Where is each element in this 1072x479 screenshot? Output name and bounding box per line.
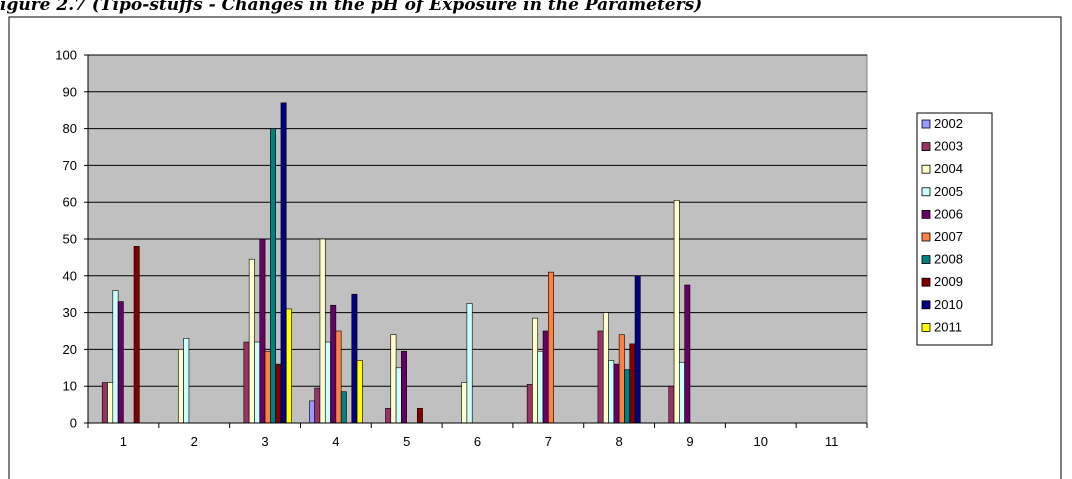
y-tick-label: 20	[63, 342, 77, 357]
x-tick-label: 1	[120, 434, 127, 449]
bar-2005-4	[324, 341, 331, 424]
legend-label-2004: 2004	[934, 161, 963, 176]
legend-label-2011: 2011	[934, 319, 962, 334]
x-tick-label: 8	[616, 434, 623, 449]
figure-caption: igure 2.7 (Tipo-stuffs - Changes in the …	[0, 0, 703, 15]
bar-2004-7	[532, 317, 539, 424]
legend-label-2003: 2003	[934, 139, 963, 154]
legend-label-2005: 2005	[934, 184, 963, 199]
bar-2004-2	[178, 349, 184, 424]
legend-swatch-2005	[921, 187, 931, 197]
bar-2005-2	[183, 338, 190, 424]
x-tick-labels: 1 2 3 4 5 6 7 8 9 10 11	[120, 434, 839, 449]
bar-2006-5	[401, 350, 407, 424]
y-tick-label: 40	[63, 268, 77, 283]
bar-2004-9	[673, 200, 680, 424]
x-tick-label: 7	[545, 434, 552, 449]
bar-2005-8	[608, 360, 615, 424]
y-tick-label: 50	[63, 232, 77, 247]
bar-2006-1	[117, 301, 124, 424]
bars	[101, 102, 691, 424]
legend-label-2010: 2010	[934, 297, 963, 312]
bar-2008-8	[624, 369, 631, 424]
y-tick-label: 30	[63, 305, 77, 320]
bar-2005-5	[395, 367, 402, 424]
bar-2007-7	[548, 271, 554, 424]
bar-2009-5	[416, 407, 423, 424]
bar-2005-7	[537, 350, 544, 424]
y-tick-label: 80	[63, 121, 77, 136]
bar-2004-5	[390, 334, 397, 424]
bar-2006-3	[259, 238, 266, 424]
axes	[84, 54, 868, 428]
bar-2010-8	[634, 275, 641, 424]
bar-2007-4	[335, 330, 342, 424]
x-tick-label: 9	[686, 434, 693, 449]
x-tick-label: 2	[191, 434, 198, 449]
legend-swatch-2008	[921, 255, 931, 265]
y-tick-labels: 0 10 20 30 40 50 60 70 80 90 100	[55, 48, 77, 431]
bar-2007-3	[264, 350, 271, 424]
legend-swatch-2003	[921, 142, 931, 152]
bar-2009-8	[629, 343, 636, 424]
legend-swatch-2007	[921, 232, 931, 242]
y-tick-label: 90	[63, 84, 77, 99]
bar-2003-4	[314, 387, 321, 424]
gridlines	[88, 54, 867, 387]
bar-2009-1	[133, 246, 140, 424]
bar-2003-9	[668, 385, 675, 424]
legend-label-2008: 2008	[934, 252, 963, 267]
y-tick-label: 10	[63, 379, 77, 394]
legend-label-2002: 2002	[934, 116, 963, 131]
bar-2005-1	[112, 290, 119, 424]
bar-2005-3	[254, 341, 261, 424]
y-tick-label: 70	[63, 158, 77, 173]
bar-2008-4	[340, 391, 347, 424]
y-tick-label: 60	[63, 195, 77, 210]
x-tick-label: 11	[825, 434, 839, 449]
bar-2003-5	[385, 407, 392, 424]
bar-2006-9	[684, 284, 691, 424]
bar-2010-3	[280, 102, 287, 424]
x-tick-label: 4	[332, 434, 339, 449]
legend: 2002 2003 2004 2005 2006 2007 2008 2009 2010 2011	[916, 112, 993, 346]
bar-2006-7	[542, 330, 549, 424]
bar-2004-6	[461, 382, 468, 424]
bar-2003-3	[243, 341, 250, 424]
legend-swatch-2004	[921, 164, 931, 174]
bar-2003-1	[101, 382, 108, 424]
bar-2005-9	[679, 361, 685, 424]
x-tick-label: 5	[403, 434, 410, 449]
legend-swatch-2010	[921, 300, 931, 310]
legend-label-2007: 2007	[934, 229, 963, 244]
y-tick-label: 0	[70, 416, 77, 431]
bar-2002-4	[309, 400, 315, 424]
bar-2011-4	[356, 360, 363, 424]
legend-label-2009: 2009	[934, 274, 963, 289]
x-tick-label: 10	[754, 434, 768, 449]
bar-2011-3	[285, 308, 292, 424]
bar-2005-6	[466, 303, 473, 424]
y-tick-label: 100	[55, 48, 77, 63]
bar-2006-8	[613, 363, 620, 424]
bar-2003-8	[597, 330, 604, 424]
bar-2004-1	[107, 382, 114, 424]
bar-2003-7	[526, 384, 533, 424]
bar-2004-8	[602, 312, 609, 424]
legend-swatch-2002	[921, 119, 931, 129]
bar-2008-3	[270, 128, 276, 424]
x-tick-label: 6	[474, 434, 481, 449]
legend-swatch-2011	[921, 322, 931, 332]
legend-swatch-2006	[921, 209, 931, 219]
bar-2007-8	[618, 334, 625, 424]
bar-2004-4	[319, 238, 326, 424]
bar-2006-4	[330, 304, 337, 424]
bar-2004-3	[248, 258, 255, 424]
legend-swatch-2009	[921, 277, 931, 287]
legend-label-2006: 2006	[934, 206, 963, 221]
x-tick-label: 3	[261, 434, 268, 449]
bar-2010-4	[351, 293, 358, 424]
bar-2009-3	[275, 363, 282, 424]
